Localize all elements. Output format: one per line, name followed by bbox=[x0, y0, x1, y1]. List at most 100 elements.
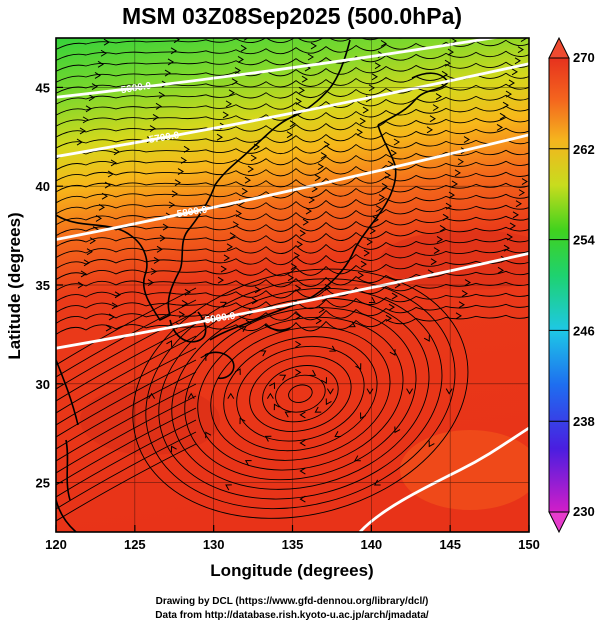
wind-arrow bbox=[250, 154, 257, 162]
streamline bbox=[56, 182, 529, 204]
streamline bbox=[56, 292, 529, 313]
wind-arrow bbox=[378, 194, 385, 201]
wind-arrow bbox=[426, 126, 433, 134]
x-tick-label: 150 bbox=[518, 537, 540, 552]
wind-arrow bbox=[356, 128, 363, 136]
wind-arrow bbox=[368, 297, 376, 303]
streamline bbox=[56, 287, 197, 366]
wind-arrow bbox=[296, 240, 303, 248]
wind-arrow bbox=[295, 312, 302, 320]
wind-arrow bbox=[502, 101, 509, 109]
wind-arrow bbox=[326, 388, 334, 395]
wind-arrow bbox=[187, 392, 195, 399]
y-axis-label: Latitude (degrees) bbox=[5, 212, 24, 359]
wind-arrow bbox=[222, 111, 229, 119]
wind-arrow bbox=[514, 57, 521, 65]
wind-arrow bbox=[442, 213, 449, 221]
x-tick-label: 135 bbox=[282, 537, 304, 552]
wind-arrow bbox=[432, 104, 439, 112]
colorbar-tick-label: 254 bbox=[573, 233, 595, 248]
wind-arrow bbox=[428, 440, 435, 448]
wind-arrow bbox=[101, 192, 108, 200]
wind-arrow bbox=[515, 200, 522, 208]
wind-arrow bbox=[363, 249, 370, 257]
wind-arrow bbox=[436, 236, 443, 243]
wind-arrow bbox=[308, 196, 315, 204]
chart-title: MSM 03Z08Sep2025 (500.0hPa) bbox=[122, 3, 462, 29]
wind-arrow bbox=[234, 67, 241, 74]
wind-arrow bbox=[220, 301, 227, 308]
streamline bbox=[56, 347, 197, 426]
streamline bbox=[56, 226, 529, 248]
wind-arrow bbox=[295, 284, 302, 292]
wind-arrow bbox=[302, 218, 309, 226]
wind-arrow bbox=[298, 86, 305, 94]
wind-arrow bbox=[295, 340, 302, 348]
wind-arrow bbox=[162, 223, 169, 231]
wind-arrow bbox=[166, 340, 173, 347]
wind-arrow bbox=[254, 286, 261, 294]
streamline bbox=[56, 395, 197, 474]
wind-arrow bbox=[359, 117, 366, 125]
plot-area: 5600.0 5700.0 5800.0 5900.0 bbox=[55, 37, 530, 533]
wind-arrow bbox=[183, 145, 190, 153]
wind-arrow bbox=[295, 369, 302, 376]
colorbar-tick-label: 238 bbox=[573, 414, 595, 429]
wind-arrow bbox=[76, 138, 83, 146]
y-axis-ticks: 25 30 35 40 45 bbox=[36, 80, 63, 491]
wind-arrow bbox=[384, 171, 391, 179]
colorbar-tick-label: 246 bbox=[573, 323, 595, 338]
vortex-streamline bbox=[223, 336, 378, 452]
streamline bbox=[56, 138, 529, 160]
wind-arrow bbox=[325, 398, 332, 406]
wind-arrow bbox=[168, 201, 175, 209]
wind-arrow bbox=[89, 237, 96, 245]
wind-arrow bbox=[511, 68, 518, 76]
streamline bbox=[56, 431, 197, 510]
wind-arrow bbox=[170, 47, 177, 55]
streamline bbox=[56, 215, 529, 237]
streamline bbox=[56, 83, 529, 105]
wind-arrow bbox=[225, 484, 232, 491]
vortex-streamline bbox=[275, 374, 326, 413]
wind-arrow bbox=[299, 411, 306, 419]
wind-arrow bbox=[171, 190, 178, 198]
x-tick-label: 120 bbox=[45, 537, 67, 552]
wind-arrow bbox=[374, 62, 381, 70]
wind-arrow bbox=[505, 90, 512, 98]
wind-arrow bbox=[164, 69, 171, 77]
wind-arrow bbox=[223, 254, 230, 262]
wind-arrow bbox=[167, 58, 174, 66]
wind-arrow bbox=[518, 189, 525, 197]
wind-arrow bbox=[393, 138, 400, 146]
wind-arrow bbox=[512, 211, 519, 219]
wind-arrow bbox=[103, 38, 110, 46]
vortex-streamline bbox=[132, 268, 469, 519]
wind-arrow bbox=[366, 238, 373, 246]
wind-arrow bbox=[170, 445, 177, 453]
streamline bbox=[56, 311, 197, 390]
wind-arrow bbox=[334, 431, 342, 437]
contour-label: 5900.0 bbox=[204, 311, 236, 327]
wind-arrow bbox=[394, 426, 401, 434]
wind-arrow bbox=[91, 83, 98, 90]
wind-arrow bbox=[227, 392, 235, 399]
wind-arrow bbox=[371, 73, 378, 81]
wind-arrow bbox=[301, 75, 308, 83]
wind-arrow bbox=[228, 89, 235, 97]
wind-arrow bbox=[178, 311, 185, 318]
streamline bbox=[56, 105, 529, 127]
wind-arrow bbox=[240, 44, 247, 52]
wind-arrow bbox=[406, 388, 414, 395]
wind-arrow bbox=[369, 227, 376, 235]
wind-arrow bbox=[108, 313, 115, 321]
streamline bbox=[56, 359, 197, 438]
wind-arrow bbox=[153, 256, 160, 264]
wind-arrow bbox=[445, 388, 453, 395]
wind-arrow bbox=[387, 160, 394, 168]
wind-arrow bbox=[375, 205, 382, 213]
vortex-streamline bbox=[249, 355, 352, 432]
wind-arrow bbox=[464, 279, 471, 286]
wind-arrow bbox=[314, 38, 315, 39]
wind-arrow bbox=[323, 141, 330, 148]
